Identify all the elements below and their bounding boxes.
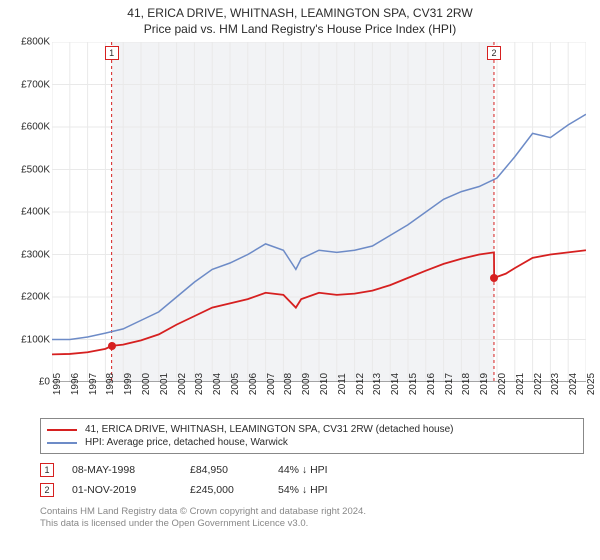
x-tick-label: 2015 (408, 373, 419, 395)
table-row: 1 08-MAY-1998 £84,950 44% ↓ HPI (40, 460, 584, 480)
x-tick-label: 2001 (159, 373, 170, 395)
x-tick-label: 2021 (515, 373, 526, 395)
sale-badge: 1 (40, 463, 54, 477)
x-tick-label: 1999 (123, 373, 134, 395)
x-tick-label: 2019 (479, 373, 490, 395)
x-tick-label: 2002 (177, 373, 188, 395)
x-tick-label: 2000 (141, 373, 152, 395)
x-tick-label: 2005 (230, 373, 241, 395)
x-tick-label: 2007 (266, 373, 277, 395)
footer-text: Contains HM Land Registry data © Crown c… (40, 506, 584, 518)
chart-title-block: 41, ERICA DRIVE, WHITNASH, LEAMINGTON SP… (10, 6, 590, 36)
x-tick-label: 2018 (461, 373, 472, 395)
chart-area: £0£100K£200K£300K£400K£500K£600K£700K£80… (10, 42, 590, 412)
legend-box: 41, ERICA DRIVE, WHITNASH, LEAMINGTON SP… (40, 418, 584, 454)
x-tick-label: 2016 (426, 373, 437, 395)
y-tick-label: £400K (21, 207, 50, 218)
y-tick-label: £100K (21, 334, 50, 345)
chart-title-address: 41, ERICA DRIVE, WHITNASH, LEAMINGTON SP… (10, 6, 590, 20)
y-tick-label: £600K (21, 122, 50, 133)
x-tick-label: 1998 (105, 373, 116, 395)
chart-subtitle: Price paid vs. HM Land Registry's House … (10, 22, 590, 36)
y-tick-label: £200K (21, 292, 50, 303)
legend-item: 41, ERICA DRIVE, WHITNASH, LEAMINGTON SP… (47, 423, 577, 436)
x-tick-label: 2004 (212, 373, 223, 395)
x-tick-label: 1996 (70, 373, 81, 395)
x-tick-label: 2009 (301, 373, 312, 395)
legend-label: HPI: Average price, detached house, Warw… (85, 437, 288, 448)
sale-price: £84,950 (190, 464, 260, 476)
x-tick-label: 2024 (568, 373, 579, 395)
sale-marker-label: 1 (105, 46, 119, 60)
x-tick-label: 2012 (355, 373, 366, 395)
sale-price: £245,000 (190, 484, 260, 496)
sale-badge: 2 (40, 483, 54, 497)
sale-pct-vs-hpi: 54% ↓ HPI (278, 484, 368, 496)
x-tick-label: 2014 (390, 373, 401, 395)
y-tick-label: £0 (39, 377, 50, 388)
x-tick-label: 2003 (194, 373, 205, 395)
y-tick-label: £700K (21, 79, 50, 90)
y-tick-label: £300K (21, 249, 50, 260)
x-tick-label: 2022 (533, 373, 544, 395)
y-tick-label: £500K (21, 164, 50, 175)
legend-label: 41, ERICA DRIVE, WHITNASH, LEAMINGTON SP… (85, 424, 453, 435)
sale-marker-label: 2 (487, 46, 501, 60)
x-tick-label: 2017 (444, 373, 455, 395)
x-tick-label: 1997 (88, 373, 99, 395)
y-axis: £0£100K£200K£300K£400K£500K£600K£700K£80… (10, 42, 52, 382)
table-row: 2 01-NOV-2019 £245,000 54% ↓ HPI (40, 480, 584, 500)
attribution-footer: Contains HM Land Registry data © Crown c… (40, 506, 584, 531)
sales-table: 1 08-MAY-1998 £84,950 44% ↓ HPI 2 01-NOV… (40, 460, 584, 500)
plot-region: 12 (52, 42, 586, 382)
sale-marker-dot (108, 342, 116, 350)
x-tick-label: 2008 (283, 373, 294, 395)
x-tick-label: 2011 (337, 373, 348, 395)
x-tick-label: 2010 (319, 373, 330, 395)
x-tick-label: 2006 (248, 373, 259, 395)
x-tick-label: 2020 (497, 373, 508, 395)
x-tick-label: 1995 (52, 373, 63, 395)
legend-swatch (47, 429, 77, 431)
footer-text: This data is licensed under the Open Gov… (40, 518, 584, 530)
x-tick-label: 2013 (372, 373, 383, 395)
legend-item: HPI: Average price, detached house, Warw… (47, 436, 577, 449)
sale-date: 08-MAY-1998 (72, 464, 172, 476)
sale-date: 01-NOV-2019 (72, 484, 172, 496)
x-axis: 1995199619971998199920002001200220032004… (52, 382, 586, 412)
legend-swatch (47, 442, 77, 444)
x-tick-label: 2023 (550, 373, 561, 395)
y-tick-label: £800K (21, 37, 50, 48)
sale-marker-dot (490, 274, 498, 282)
sale-pct-vs-hpi: 44% ↓ HPI (278, 464, 368, 476)
x-tick-label: 2025 (586, 373, 597, 395)
